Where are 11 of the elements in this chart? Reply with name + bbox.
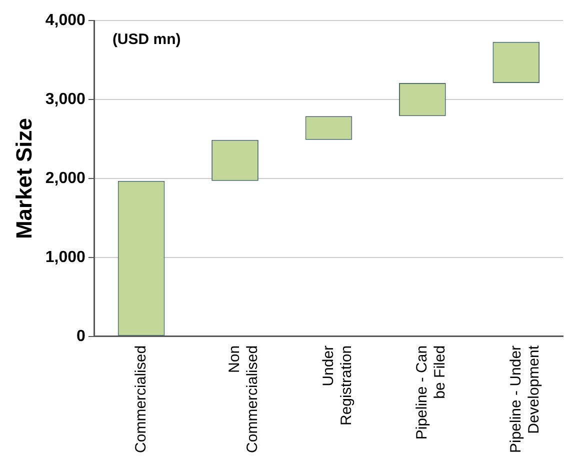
y-tick-label: 3,000: [45, 90, 86, 108]
y-tick-label: 1,000: [45, 248, 86, 266]
y-tick-label: 0: [76, 328, 86, 345]
x-tick-label: Commercialised: [132, 345, 150, 453]
y-tick-label: 2,000: [45, 170, 86, 187]
y-tick-label: 4,000: [45, 12, 86, 30]
y-axis-title: Market Size: [11, 118, 36, 240]
x-tick-label: Non Commercialised: [226, 345, 262, 453]
annotation: (USD mn): [112, 31, 181, 48]
x-tick-label: Pipeline - Can be Filed: [414, 345, 449, 440]
x-tick-label: Under Registration: [320, 345, 355, 426]
